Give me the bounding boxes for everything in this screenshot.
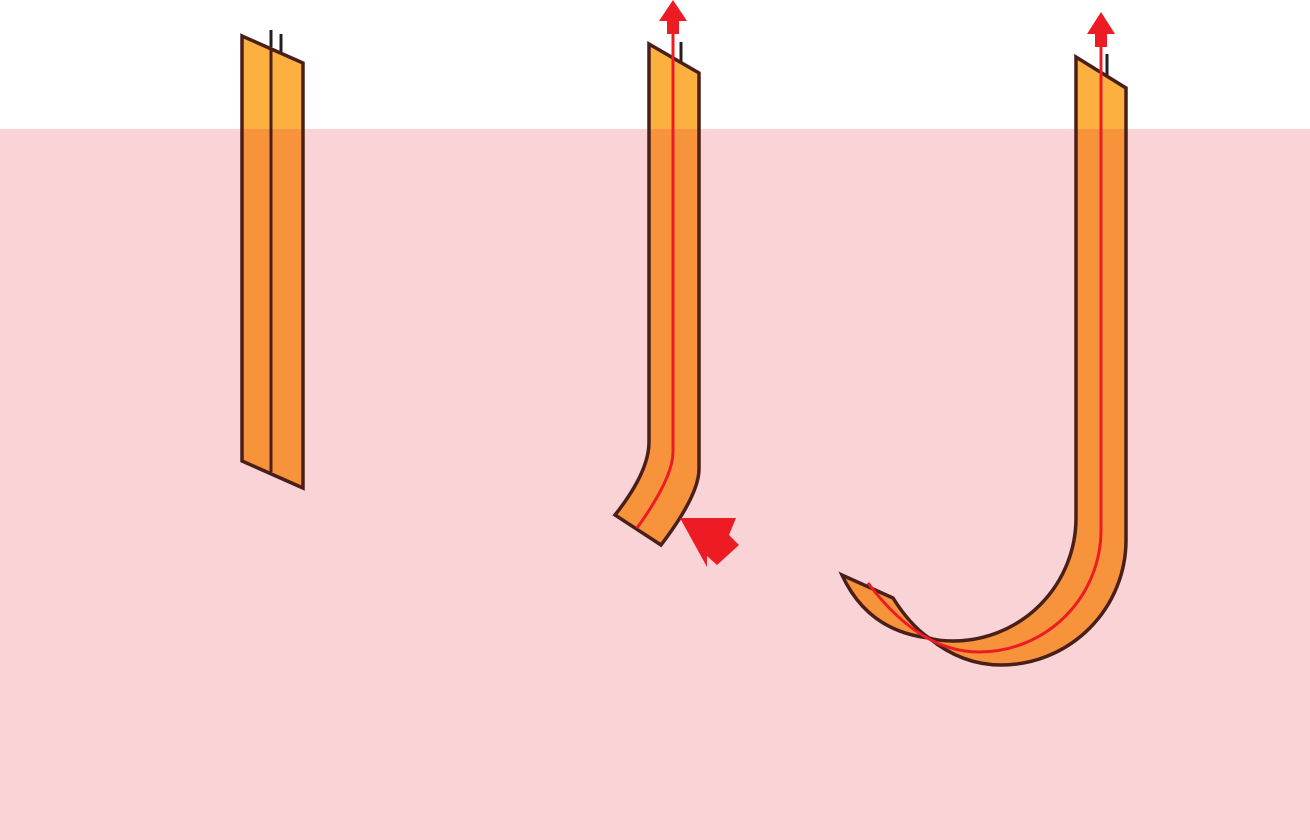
hooked-device-lumen	[866, 40, 1103, 654]
bent-device-lumen	[635, 30, 675, 529]
bent-device	[612, 0, 739, 567]
straight-device-outline	[240, 33, 305, 491]
straight-device	[240, 30, 305, 491]
bent-push-arrow-icon	[680, 518, 739, 567]
hooked-device-outline	[928, 53, 1128, 643]
hooked-withdraw-arrow-icon	[1087, 12, 1115, 47]
hooked-device-outer-curve	[838, 539, 1128, 667]
bent-withdraw-arrow-icon	[659, 0, 687, 34]
hooked-device	[838, 12, 1128, 667]
bent-device-outline	[612, 40, 701, 548]
